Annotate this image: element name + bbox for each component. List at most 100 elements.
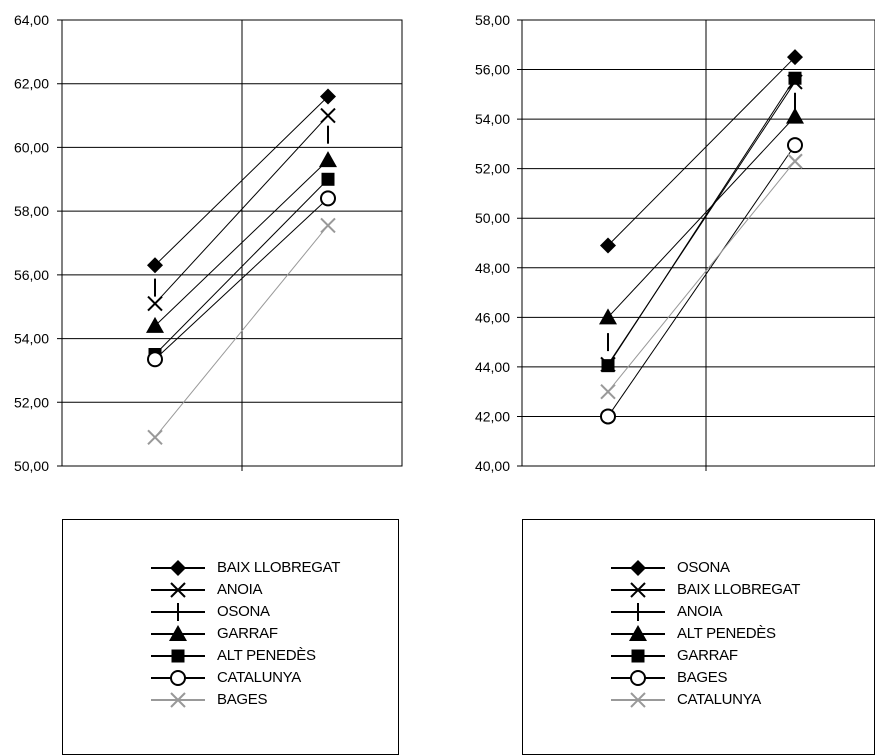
legend-right: OSONA BAIX LLOBREGAT ANOIA ALT PENEDÈS GARRA… xyxy=(522,519,875,755)
data-point xyxy=(320,107,336,124)
data-point xyxy=(599,308,617,325)
data-point xyxy=(147,351,163,368)
data-point xyxy=(320,217,336,234)
legend-label: ALT PENEDÈS xyxy=(217,647,316,664)
data-point xyxy=(600,237,616,254)
data-point xyxy=(787,153,803,169)
series-line xyxy=(607,116,796,318)
legend-label: OSONA xyxy=(217,603,270,620)
data-point xyxy=(600,408,616,425)
legend-label: GARRAF xyxy=(677,647,738,664)
series-line xyxy=(607,160,796,392)
data-point xyxy=(147,295,163,312)
y-tick-label: 46,00 xyxy=(475,309,510,325)
legend-label: ALT PENEDÈS xyxy=(677,625,776,642)
series-line xyxy=(154,225,329,438)
y-tick-label: 54,00 xyxy=(475,111,510,127)
legend-swatch xyxy=(611,582,665,598)
legend-label: OSONA xyxy=(677,559,730,576)
y-tick-label: 50,00 xyxy=(475,210,510,226)
legend-marker-icon xyxy=(630,582,646,598)
y-tick-label: 50,00 xyxy=(14,458,49,474)
legend-swatch xyxy=(611,560,665,576)
data-point xyxy=(147,257,163,274)
series-line xyxy=(154,159,329,327)
series-line xyxy=(154,96,329,266)
legend-swatch xyxy=(151,603,205,621)
data-point xyxy=(601,359,615,373)
data-point xyxy=(320,88,336,105)
legend-marker-icon xyxy=(171,649,185,663)
data-point xyxy=(788,71,802,85)
series-baix-llobregat xyxy=(147,88,336,274)
data-point xyxy=(321,172,335,186)
legend-marker-icon xyxy=(629,625,647,641)
series-bages xyxy=(600,137,803,425)
legend-label: BAIX LLOBREGAT xyxy=(677,581,801,598)
data-point xyxy=(786,107,804,124)
series-garraf xyxy=(601,71,802,373)
chart-left: 50,00 52,00 54,00 56,00 58,00 60,00 62,00 64,00… xyxy=(14,12,403,474)
legend-marker-icon xyxy=(170,692,186,708)
y-tick-label: 48,00 xyxy=(475,260,510,276)
legend-marker-icon xyxy=(630,560,646,576)
y-tick-label: 56,00 xyxy=(14,267,49,283)
series-osona xyxy=(154,125,329,297)
y-tick-label: 44,00 xyxy=(475,359,510,375)
series-line xyxy=(607,144,796,417)
series-catalunya xyxy=(600,153,803,400)
y-tick-label: 52,00 xyxy=(14,394,49,410)
legend-label: ANOIA xyxy=(217,581,263,598)
data-point xyxy=(787,137,803,154)
y-tick-label: 64,00 xyxy=(14,12,49,28)
series-line xyxy=(607,56,796,246)
y-tick-label: 58,00 xyxy=(14,203,49,219)
legend-swatch xyxy=(611,670,665,686)
y-tick-label: 40,00 xyxy=(475,458,510,474)
legend-marker-icon xyxy=(170,582,186,598)
data-point xyxy=(320,190,336,207)
series-garraf xyxy=(146,151,337,333)
legend-swatch xyxy=(151,649,205,663)
y-tick-label: 62,00 xyxy=(14,76,49,92)
legend-swatch xyxy=(611,603,665,621)
series-line xyxy=(154,198,329,360)
legend-swatch xyxy=(151,670,205,686)
legend-marker-icon xyxy=(169,625,187,641)
legend-label: BAGES xyxy=(217,691,268,708)
legend-label: BAGES xyxy=(677,669,728,686)
data-point xyxy=(147,429,163,446)
legend-label: ANOIA xyxy=(677,603,723,620)
y-tick-label: 54,00 xyxy=(14,331,49,347)
legend-swatch xyxy=(151,560,205,576)
legend-swatch xyxy=(151,582,205,598)
legend-left: BAIX LLOBREGAT ANOIA OSONA GARRAF ALT PENEDÈ… xyxy=(62,519,399,755)
legend-label: BAIX LLOBREGAT xyxy=(217,559,341,576)
legend-swatch xyxy=(611,692,665,708)
data-point xyxy=(146,316,164,333)
legend-marker-icon xyxy=(170,670,186,686)
legend-marker-icon xyxy=(630,670,646,686)
legend-swatch xyxy=(151,692,205,708)
y-tick-label: 52,00 xyxy=(475,161,510,177)
y-tick-label: 60,00 xyxy=(14,139,49,155)
charts-canvas: 50,00 52,00 54,00 56,00 58,00 60,00 62,00 64,00… xyxy=(14,12,875,474)
series-alt-pened-s xyxy=(599,107,804,325)
data-point xyxy=(787,49,803,66)
legend-swatch xyxy=(151,625,205,641)
plot-frame xyxy=(61,19,403,467)
series-osona xyxy=(600,49,803,254)
series-line xyxy=(154,115,329,304)
legend-swatch xyxy=(611,649,665,663)
data-point xyxy=(600,383,616,400)
plot-frame xyxy=(521,19,875,467)
data-point xyxy=(319,151,337,168)
legend-swatch xyxy=(611,625,665,641)
legend-label: CATALUNYA xyxy=(677,691,761,708)
series-catalunya xyxy=(147,190,336,368)
legend-label: CATALUNYA xyxy=(217,669,301,686)
legend-marker-icon xyxy=(170,560,186,576)
series-line xyxy=(607,77,796,366)
legend-marker-icon xyxy=(630,692,646,708)
legend-label: GARRAF xyxy=(217,625,278,642)
